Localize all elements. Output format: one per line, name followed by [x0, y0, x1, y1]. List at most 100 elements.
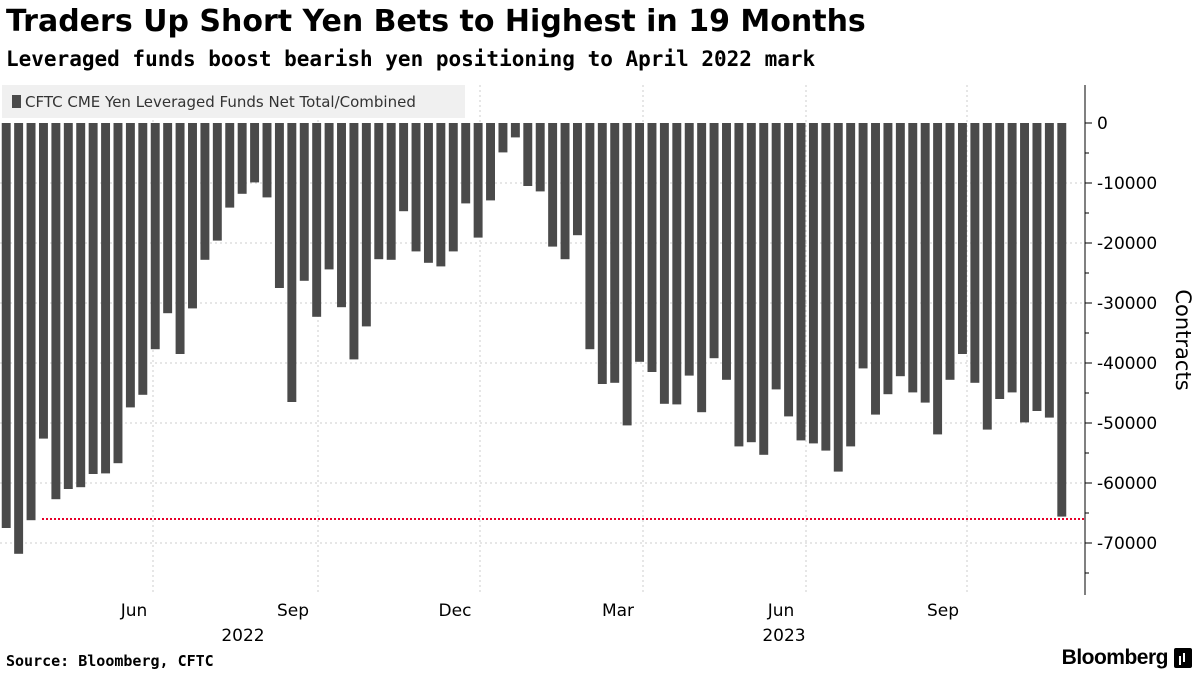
bar: [312, 123, 322, 317]
bar: [250, 123, 260, 183]
bar: [14, 123, 24, 554]
bar: [411, 123, 421, 252]
x-axis: Jun Sep Dec Mar Jun Sep 2022 2023: [120, 601, 959, 646]
bar: [486, 123, 495, 201]
bar: [622, 123, 632, 426]
bar: [784, 123, 794, 417]
bar: [945, 123, 955, 380]
x-tick-label: Dec: [439, 601, 472, 621]
y-axis: 0 -10000 -20000 -30000 -40000 -50000 -60000 -70…: [1084, 85, 1157, 595]
bar: [38, 123, 48, 439]
bar: [26, 123, 36, 521]
x-tick-label: Jun: [120, 601, 148, 621]
bar: [386, 123, 396, 260]
bar: [1007, 123, 1017, 393]
bar: [659, 123, 669, 404]
bar: [436, 123, 446, 267]
brand-logo-text: Bloomberg: [1061, 646, 1169, 669]
bar: [163, 123, 173, 314]
bar: [200, 123, 210, 260]
chart-subtitle: Leveraged funds boost bearish yen positi…: [6, 47, 816, 71]
chart-title: Traders Up Short Yen Bets to Highest in …: [6, 4, 866, 39]
bar: [324, 123, 334, 270]
bar: [908, 123, 918, 393]
bar: [423, 123, 433, 263]
bar-series: [1, 123, 1067, 554]
bar: [560, 123, 570, 260]
bar: [299, 123, 309, 281]
x-tick-label: Jun: [767, 601, 795, 621]
bar: [846, 123, 856, 447]
bar: [771, 123, 781, 390]
bar: [361, 123, 371, 327]
bloomberg-terminal-icon: [1174, 648, 1192, 668]
bar: [684, 123, 694, 376]
bar: [1057, 123, 1067, 517]
bar: [138, 123, 148, 395]
y-tick-label: -30000: [1097, 294, 1157, 314]
bar: [175, 123, 185, 354]
bar: [473, 123, 483, 238]
bar: [722, 123, 731, 380]
bar: [113, 123, 123, 464]
bar: [548, 123, 558, 247]
bar: [808, 123, 818, 444]
bar: [51, 123, 61, 500]
bar: [349, 123, 359, 360]
bar: [1020, 123, 1029, 423]
y-tick-label: -60000: [1097, 474, 1157, 494]
bar: [982, 123, 992, 430]
bar: [125, 123, 135, 408]
bar: [746, 123, 756, 443]
bar: [883, 123, 893, 395]
bar: [635, 123, 645, 362]
bar: [1, 123, 11, 528]
y-tick-label: -70000: [1097, 534, 1157, 554]
bar: [88, 123, 98, 474]
bar: [647, 123, 657, 372]
bar: [337, 123, 346, 308]
bar: [821, 123, 831, 451]
bar: [1032, 123, 1042, 411]
bar: [933, 123, 943, 435]
bar: [523, 123, 533, 186]
y-tick-label: -20000: [1097, 234, 1157, 254]
bar: [610, 123, 620, 383]
bar: [212, 123, 222, 241]
bar: [585, 123, 595, 350]
brand: Bloomberg: [1062, 646, 1192, 670]
bar: [970, 123, 980, 383]
bar: [237, 123, 247, 194]
bar: [63, 123, 73, 489]
bar: [833, 123, 843, 472]
bar: [76, 123, 86, 488]
x-tick-label: Sep: [277, 601, 309, 621]
bar: [188, 123, 197, 309]
bar: [535, 123, 545, 192]
bar: [759, 123, 769, 455]
bar: [510, 123, 520, 138]
x-year-label: 2023: [762, 626, 805, 646]
y-tick-label: -50000: [1097, 414, 1157, 434]
bar: [995, 123, 1005, 399]
legend: CFTC CME Yen Leveraged Funds Net Total/C…: [2, 85, 465, 118]
bar: [895, 123, 905, 377]
bar: [399, 123, 409, 212]
source-note: Source: Bloomberg, CFTC: [6, 652, 214, 670]
bar: [101, 123, 111, 474]
bar: [1044, 123, 1054, 418]
bar: [262, 123, 272, 198]
bar: [498, 123, 508, 153]
bar: [225, 123, 235, 208]
bar: [572, 123, 582, 236]
bar: [461, 123, 471, 204]
bar: [858, 123, 868, 369]
bar: [920, 123, 930, 403]
bar: [957, 123, 967, 354]
bar: [150, 123, 160, 350]
legend-label: CFTC CME Yen Leveraged Funds Net Total/C…: [25, 92, 416, 111]
bar: [734, 123, 744, 447]
bar: [709, 123, 719, 359]
x-year-label: 2022: [221, 626, 264, 646]
bar: [672, 123, 682, 405]
